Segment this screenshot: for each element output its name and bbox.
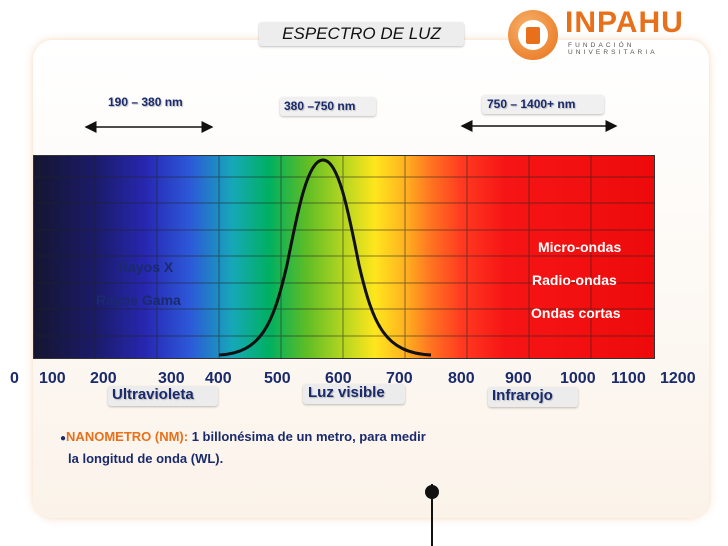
axis-tick: 400: [205, 370, 232, 387]
axis-tick: 600: [325, 370, 352, 387]
axis-tick: 1200: [660, 370, 696, 387]
label-ondas-cortas: Ondas cortas: [531, 305, 621, 321]
band-label-visible: Luz visible: [308, 384, 385, 401]
definition-line-1: ●NANOMETRO (NM): 1 billonésima de un met…: [60, 429, 426, 444]
spectrum-band: [33, 155, 655, 359]
range-tab-visible: [280, 97, 376, 116]
logo-text: INPAHU: [565, 6, 684, 39]
axis-tick: 1000: [560, 370, 596, 387]
band-label-ir: Infrarojo: [492, 387, 553, 404]
pin-icon: [425, 485, 439, 499]
axis-tick: 900: [505, 370, 532, 387]
range-tab-ir: [482, 95, 604, 114]
band-tab-ir: [488, 387, 578, 407]
axis-tick: 0: [10, 370, 19, 387]
label-rayos-gama: Rayos Gama: [96, 292, 181, 308]
band-tab-uv: [108, 386, 218, 406]
axis-tick: 300: [158, 370, 185, 387]
logo-subtitle: FUNDACIÓN UNIVERSITARIA: [568, 42, 658, 56]
spectrum-overlay: [33, 155, 655, 359]
range-label-uv: 190 – 380 nm: [108, 95, 183, 109]
band-tab-visible: [303, 384, 405, 404]
definition-line-2: la longitud de onda (WL).: [68, 451, 224, 466]
axis-tick: 500: [264, 370, 291, 387]
visible-response-curve: [218, 158, 432, 357]
axis-tick: 800: [448, 370, 475, 387]
definition-term: NANOMETRO (NM):: [66, 429, 189, 444]
axis-tick: 1100: [611, 370, 646, 387]
label-radio-ondas: Radio-ondas: [532, 272, 617, 288]
pin-line: [431, 484, 433, 546]
title-tab: [259, 22, 464, 46]
label-rayos-x: Rayos X: [118, 259, 174, 275]
axis-tick: 700: [386, 370, 413, 387]
band-label-uv: Ultravioleta: [112, 386, 194, 403]
definition-text: 1 billonésima de un metro, para medir: [188, 429, 426, 444]
axis-tick: 200: [90, 370, 117, 387]
range-label-ir: 750 – 1400+ nm: [487, 97, 576, 111]
bullet-icon: ●: [60, 433, 67, 444]
logo-mark: [526, 27, 540, 44]
range-label-visible: 380 –750 nm: [284, 99, 356, 113]
page-title: ESPECTRO DE LUZ: [282, 24, 441, 43]
axis-tick: 100: [39, 370, 66, 387]
label-micro-ondas: Micro-ondas: [538, 239, 622, 255]
